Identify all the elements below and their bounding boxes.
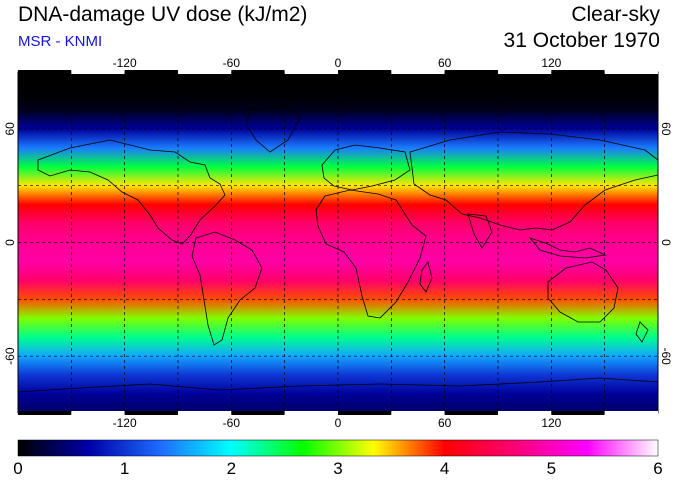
lat-tick-label: 0 (3, 239, 17, 246)
madagascar-coast (419, 261, 433, 293)
frame-tick-bar (444, 70, 498, 74)
greenland-coast (245, 105, 301, 153)
indonesia-islands (528, 237, 607, 259)
lon-tick-label: 60 (438, 416, 452, 430)
lon-tick-label: -60 (223, 56, 241, 70)
lon-tick-label: 120 (541, 56, 561, 70)
lon-labels-top: -120 -60 0 60 120 (113, 56, 562, 70)
lon-tick-label: 120 (541, 416, 561, 430)
lat-tick-label: 0 (659, 239, 673, 246)
lon-tick-label: 60 (438, 56, 452, 70)
frame-tick-bar (391, 70, 445, 74)
europe-coast (321, 144, 411, 191)
colorbar-tick-label: 4 (439, 459, 450, 478)
frame-tick-bar (18, 411, 72, 415)
frame-tick-bar (124, 411, 178, 415)
frame-tick-bar (124, 70, 178, 74)
frame-tick-bar (444, 411, 498, 415)
colorbar-tick-label: 2 (226, 459, 237, 478)
frame-tick-bar (604, 411, 658, 415)
frame-tick-bar (18, 70, 72, 74)
lat-labels-right: 60 0 -60 (659, 122, 673, 365)
lon-tick-label: -120 (113, 56, 137, 70)
coastlines (18, 105, 658, 393)
australia-coast (547, 261, 619, 323)
lon-tick-label: -60 (223, 416, 241, 430)
frame-border-ticks (18, 70, 658, 415)
colorbar-tick-label: 5 (546, 459, 557, 478)
lat-tick-label: -60 (3, 347, 17, 365)
lat-labels-left: 60 0 -60 (3, 122, 17, 365)
frame-tick-bar (178, 70, 232, 74)
frame-tick-bar (498, 411, 552, 415)
frame-tick-bar (284, 411, 338, 415)
asia-coast (409, 131, 658, 231)
colorbar-tick-label: 0 (13, 459, 23, 478)
sky-condition-label: Clear-sky (571, 3, 660, 26)
frame-tick-bar (284, 70, 338, 74)
frame-tick-bar (338, 411, 392, 415)
frame-tick-bar (231, 70, 285, 74)
lon-labels-bottom: -120 -60 0 60 120 (113, 416, 562, 430)
frame-tick-bar (338, 70, 392, 74)
graticule (18, 72, 658, 413)
date-label: 31 October 1970 (503, 29, 660, 52)
frame-tick-bar (498, 70, 552, 74)
africa-coast (315, 189, 427, 319)
map-title: DNA-damage UV dose (kJ/m2) (18, 3, 308, 26)
north-america-coast (37, 139, 226, 245)
antarctica-coast (18, 377, 658, 393)
lat-tick-label: 60 (3, 122, 17, 136)
south-america-coast (191, 231, 263, 346)
india-coast (467, 213, 493, 249)
lon-tick-label: 0 (335, 416, 342, 430)
data-source-label: MSR - KNMI (18, 33, 103, 50)
frame-tick-bar (231, 411, 285, 415)
lon-tick-label: 0 (335, 56, 342, 70)
new-zealand-coast (635, 321, 649, 343)
frame-tick-bar (71, 411, 125, 415)
frame-tick-bar (604, 70, 658, 74)
frame-tick-bar (551, 70, 605, 74)
lon-tick-label: -120 (113, 416, 137, 430)
frame-tick-bar (71, 70, 125, 74)
colorbar-tick-label: 1 (119, 459, 130, 478)
frame-tick-bar (391, 411, 445, 415)
colorbar-tick-label: 3 (333, 459, 343, 478)
colorbar-tick-label: 6 (653, 459, 663, 478)
lat-tick-label: -60 (659, 347, 673, 365)
frame-tick-bar (178, 411, 232, 415)
lat-tick-label: 60 (659, 122, 673, 136)
frame-tick-bar (551, 411, 605, 415)
colorbar (17, 439, 659, 457)
